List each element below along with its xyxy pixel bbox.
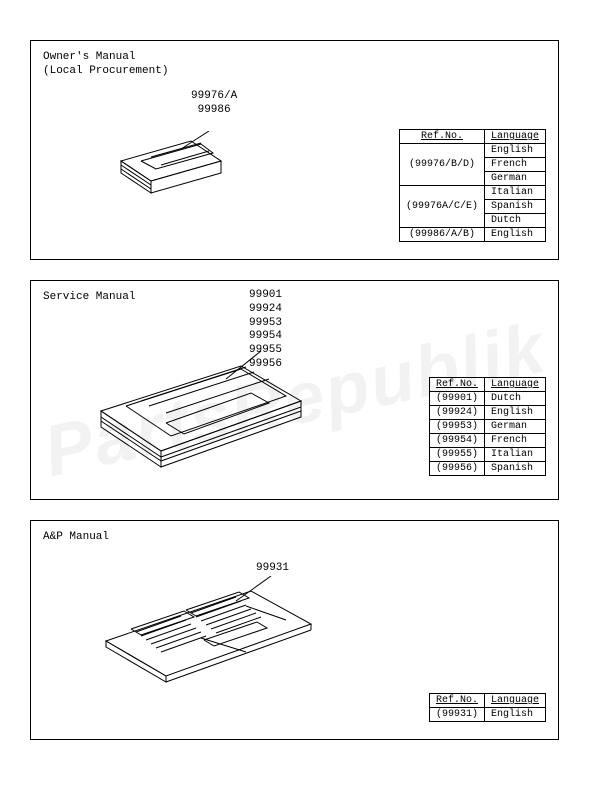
callout-line: 99901 (249, 289, 282, 303)
table-header-ref: Ref.No. (429, 378, 484, 392)
owners-ref-table: Ref.No. Language (99976/B/D)English Fren… (399, 129, 546, 242)
table-cell-ref: (99931) (429, 708, 484, 722)
table-cell-ref: (99976A/C/E) (399, 186, 484, 228)
owners-manual-section: Owner's Manual (Local Procurement) 99976… (30, 40, 559, 260)
service-manual-section: Service Manual 99901 99924 99953 99954 9… (30, 280, 559, 500)
table-cell-ref: (99956) (429, 462, 484, 476)
page-icon (86, 576, 316, 716)
callout-labels: 99976/A 99986 (191, 89, 237, 118)
section-title: Service Manual (43, 291, 546, 303)
callout-labels: 99931 (256, 561, 289, 575)
table-header-lang: Language (484, 694, 545, 708)
table-header-lang: Language (484, 378, 545, 392)
table-cell-lang: English (484, 144, 545, 158)
table-cell-ref: (99954) (429, 434, 484, 448)
table-cell-lang: Italian (484, 448, 545, 462)
service-ref-table: Ref.No. Language (99901)Dutch (99924)Eng… (429, 377, 546, 476)
callout-line: 99931 (256, 561, 289, 575)
table-cell-lang: Spanish (484, 200, 545, 214)
table-cell-ref: (99986/A/B) (399, 228, 484, 242)
table-cell-lang: Dutch (484, 214, 545, 228)
table-cell-ref: (99955) (429, 448, 484, 462)
table-header-ref: Ref.No. (399, 130, 484, 144)
callout-line: 99924 (249, 303, 282, 317)
table-cell-lang: English (484, 406, 545, 420)
table-cell-lang: Dutch (484, 392, 545, 406)
callout-line: 99976/A (191, 89, 237, 103)
table-cell-ref: (99901) (429, 392, 484, 406)
section-title: A&P Manual (43, 531, 546, 543)
ap-manual-section: A&P Manual 99931 Ref.No. Language (30, 520, 559, 740)
book-icon (71, 351, 311, 491)
table-cell-lang: English (484, 708, 545, 722)
section-subtitle: (Local Procurement) (43, 65, 546, 77)
ap-ref-table: Ref.No. Language (99931)English (429, 693, 546, 722)
table-cell-ref: (99976/B/D) (399, 144, 484, 186)
callout-line: 99954 (249, 330, 282, 344)
callout-line: 99953 (249, 317, 282, 331)
table-cell-lang: English (484, 228, 545, 242)
table-cell-lang: German (484, 172, 545, 186)
table-header-lang: Language (484, 130, 545, 144)
table-cell-lang: German (484, 420, 545, 434)
table-cell-ref: (99953) (429, 420, 484, 434)
table-cell-lang: French (484, 434, 545, 448)
table-cell-lang: Italian (484, 186, 545, 200)
booklet-icon (101, 131, 231, 211)
table-header-ref: Ref.No. (429, 694, 484, 708)
section-title: Owner's Manual (43, 51, 546, 63)
table-cell-lang: Spanish (484, 462, 545, 476)
callout-line: 99986 (191, 103, 237, 117)
table-cell-lang: French (484, 158, 545, 172)
table-cell-ref: (99924) (429, 406, 484, 420)
